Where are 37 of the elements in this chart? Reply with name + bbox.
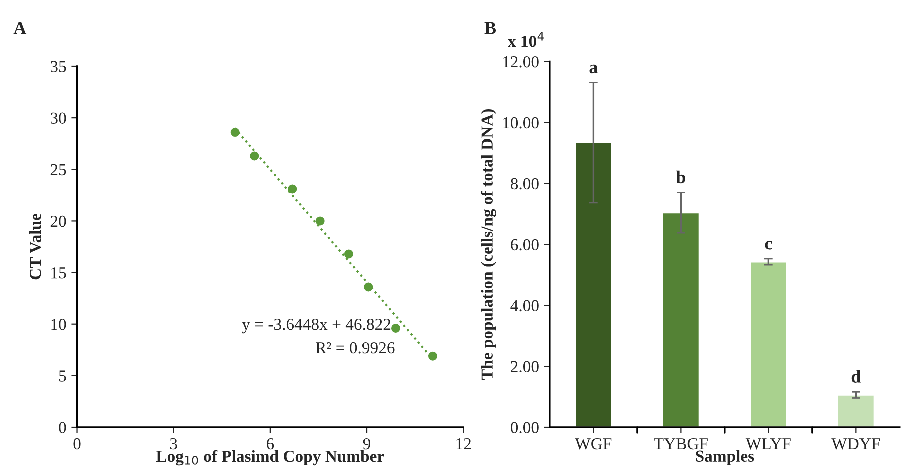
y-tick-label: 10.00 bbox=[503, 117, 539, 129]
chart-title: B bbox=[484, 22, 496, 34]
annotation: a bbox=[590, 64, 598, 74]
annotation: c bbox=[765, 241, 772, 250]
y-tick-label: 35 bbox=[50, 61, 66, 72]
chart-title: A bbox=[14, 22, 27, 34]
x-tick-label: 3 bbox=[170, 438, 178, 450]
y-tick-label: 5 bbox=[59, 370, 66, 382]
y-tick-label: 8.00 bbox=[510, 178, 539, 190]
x-tick-label: 9 bbox=[363, 438, 370, 450]
y-tick-label: 0 bbox=[59, 422, 66, 434]
y-tick-label: 30 bbox=[50, 112, 66, 124]
y-tick-label: 0.00 bbox=[510, 422, 539, 434]
x-axis-title: Log$_{10}$ of Plasimd Copy Number bbox=[156, 450, 384, 466]
annotation: R² = 0.9926 bbox=[316, 342, 395, 354]
x-axis-title: Samples bbox=[696, 450, 754, 466]
annotation: d bbox=[852, 370, 861, 383]
y-axis-title: CT Value bbox=[30, 214, 42, 280]
x-tick-label: WGF bbox=[575, 438, 612, 450]
y-tick-label: 25 bbox=[50, 164, 66, 176]
x-tick-label: WDYF bbox=[832, 438, 880, 450]
x-tick-label: TYBGF bbox=[654, 438, 708, 450]
x-tick-label: 12 bbox=[456, 438, 472, 450]
y-tick-label: 20 bbox=[50, 216, 66, 228]
x-tick-label: 0 bbox=[74, 438, 81, 450]
annotation: b bbox=[676, 170, 686, 184]
y-tick-label: 6.00 bbox=[511, 239, 539, 251]
x-tick-label: 6 bbox=[266, 438, 274, 450]
x-tick-label: WLYF bbox=[746, 438, 791, 450]
y-tick-label: 15 bbox=[52, 268, 66, 279]
y-tick-label: 2.00 bbox=[511, 361, 539, 373]
y-tick-label: 12.00 bbox=[503, 56, 539, 68]
annotation: y = -3.6448x + 46.822 bbox=[242, 318, 391, 334]
text: x 10$^{4}$ bbox=[508, 32, 544, 48]
y-axis-title: The population (cells/ng of total DNA) bbox=[481, 109, 496, 380]
y-tick-label: 4.00 bbox=[510, 300, 539, 312]
y-tick-label: 10 bbox=[52, 319, 66, 330]
